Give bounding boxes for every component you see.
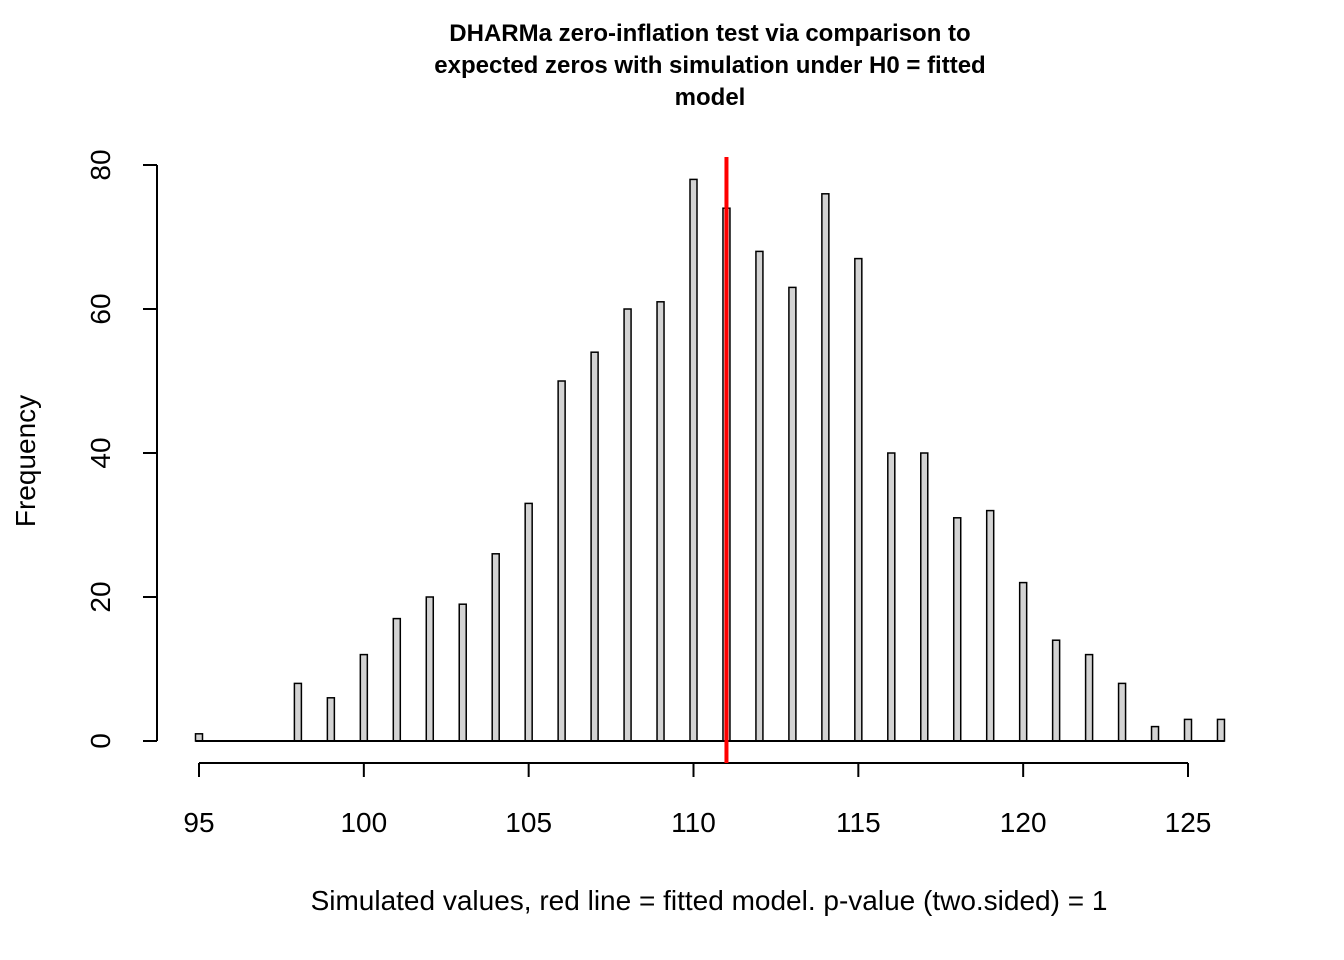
- x-tick-label: 95: [183, 807, 214, 838]
- histogram-bar: [491, 553, 500, 742]
- x-tick-label: 115: [836, 807, 881, 838]
- histogram-bar: [689, 178, 698, 742]
- histogram-bar: [1150, 725, 1160, 742]
- histogram-bar: [623, 308, 632, 742]
- histogram-bar: [788, 286, 797, 742]
- histogram-bar: [293, 682, 303, 742]
- y-tick-label: 0: [85, 733, 116, 749]
- histogram-bar: [952, 517, 962, 742]
- x-axis-label: Simulated values, red line = fitted mode…: [311, 885, 1108, 916]
- histogram-bar: [590, 351, 599, 742]
- histogram-bar: [755, 250, 764, 742]
- histogram-bar: [194, 733, 204, 742]
- histogram-bar: [887, 452, 896, 742]
- x-tick-label: 105: [505, 807, 552, 838]
- chart-title-line-2: expected zeros with simulation under H0 …: [434, 52, 986, 79]
- histogram-bar: [920, 452, 929, 742]
- y-axis-ticks: 0 20 40 60 80: [85, 149, 157, 749]
- y-tick-label: 40: [85, 437, 116, 468]
- histogram-bar: [821, 193, 830, 742]
- histogram-bar: [985, 509, 995, 742]
- histogram-bar: [359, 653, 369, 742]
- histogram-bar: [524, 502, 533, 742]
- y-tick-label: 80: [85, 149, 116, 180]
- histogram-bar: [854, 257, 863, 742]
- histogram-bar: [1051, 639, 1061, 742]
- chart-title-line-3: model: [674, 84, 746, 111]
- x-axis-ticks: 95 100 105 110 115 120 125: [183, 763, 1211, 838]
- histogram-bar: [392, 617, 402, 742]
- x-tick-label: 100: [340, 807, 387, 838]
- histogram-bar: [1018, 581, 1028, 742]
- x-tick-label: 120: [1000, 807, 1047, 838]
- bars-group: [194, 178, 1226, 742]
- y-axis-label: Frequency: [10, 395, 41, 527]
- y-tick-label: 20: [85, 581, 116, 612]
- histogram-bar: [1216, 718, 1226, 742]
- y-tick-label: 60: [85, 293, 116, 324]
- x-tick-label: 110: [671, 807, 716, 838]
- histogram-bar: [1117, 682, 1127, 742]
- histogram-bar: [1084, 653, 1094, 742]
- histogram-bar: [1183, 718, 1193, 742]
- histogram-bar: [458, 603, 467, 742]
- histogram-bar: [326, 697, 336, 742]
- histogram-bar: [425, 596, 435, 742]
- chart-title-line-1: DHARMa zero-inflation test via compariso…: [449, 20, 971, 47]
- histogram-bar: [656, 301, 665, 742]
- x-tick-label: 125: [1165, 807, 1212, 838]
- histogram-bar: [557, 380, 566, 742]
